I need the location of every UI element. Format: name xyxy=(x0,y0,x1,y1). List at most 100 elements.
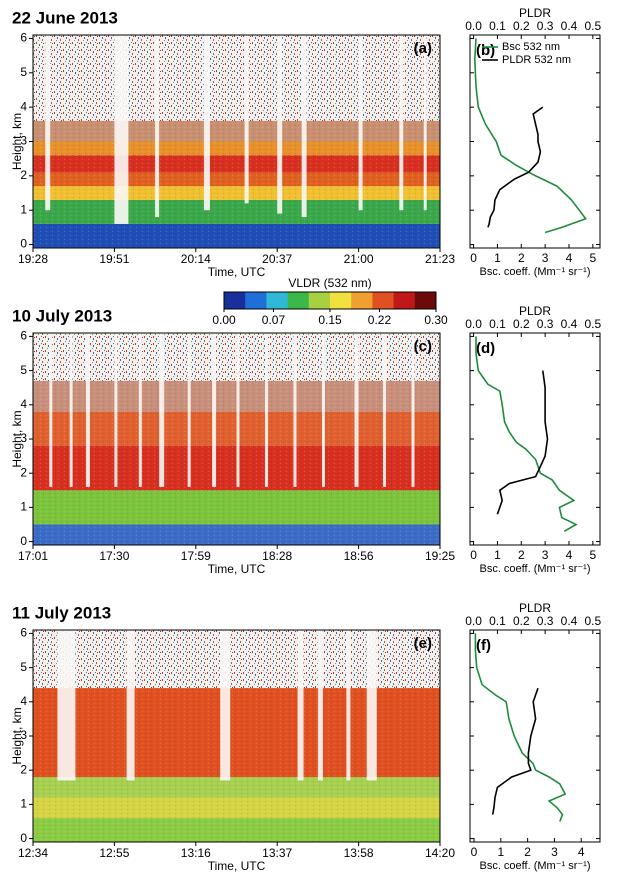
x2-tick-label: 0.5 xyxy=(585,317,602,331)
legend-label: Bsc 532 nm xyxy=(502,41,560,53)
x-tick-label: 17:01 xyxy=(18,549,48,563)
image-gap xyxy=(321,333,325,487)
image-gap xyxy=(358,35,363,211)
x-tick-label: 17:59 xyxy=(181,549,211,563)
x-tick-label: 12:34 xyxy=(18,846,48,860)
colorbar-cell xyxy=(372,292,395,309)
x-tick-label: 2 xyxy=(518,548,525,562)
x-axis-label: Bsc. coeff. (Mm⁻¹ sr⁻¹) xyxy=(479,563,590,575)
plot-frame xyxy=(469,629,601,843)
image-gap xyxy=(138,333,142,487)
image-gap xyxy=(317,630,323,781)
x2-tick-label: 0.0 xyxy=(465,614,482,628)
y-tick-label: 1 xyxy=(20,797,27,811)
x2-tick-label: 0.2 xyxy=(513,19,530,33)
image-gap xyxy=(49,333,53,487)
y-tick-label: 6 xyxy=(20,329,27,343)
x-tick-label: 1 xyxy=(497,845,504,859)
x-tick-label: 13:16 xyxy=(181,846,211,860)
colorbar-cell xyxy=(245,292,267,309)
y-tick-label: 5 xyxy=(20,65,27,79)
colorbar-cell xyxy=(287,292,310,309)
image-gap xyxy=(399,35,404,211)
x2-tick-label: 0.4 xyxy=(561,317,578,331)
x-axis-label: Time, UTC xyxy=(208,265,266,279)
y-tick-label: 2 xyxy=(20,762,27,776)
image-gap xyxy=(69,333,73,487)
x-tick-label: 18:28 xyxy=(262,549,292,563)
x-tick-label: 2 xyxy=(524,845,531,859)
colorbar-cell xyxy=(224,292,246,309)
panel-label: (d) xyxy=(476,340,495,357)
y-tick-label: 3 xyxy=(20,431,27,445)
x-tick-label: 2 xyxy=(518,251,525,265)
x2-tick-label: 0.1 xyxy=(489,19,506,33)
image-gap xyxy=(297,630,304,781)
image-gap xyxy=(366,630,377,781)
image-grain xyxy=(33,688,440,842)
x-tick-label: 20:37 xyxy=(262,252,292,266)
x-axis-label: Bsc. coeff. (Mm⁻¹ sr⁻¹) xyxy=(479,266,590,278)
x-tick-label: 5 xyxy=(590,251,597,265)
colorbar-cell xyxy=(330,292,352,309)
x2-axis-label: PLDR xyxy=(519,601,551,615)
colorbar-tick-label: 0.00 xyxy=(212,313,236,327)
profile-line xyxy=(496,370,549,515)
x-tick-label: 19:25 xyxy=(425,549,455,563)
y-tick-label: 0 xyxy=(20,237,27,251)
x-tick-label: 21:23 xyxy=(425,252,455,266)
image-gap xyxy=(126,630,135,781)
y-tick-label: 3 xyxy=(20,134,27,148)
x2-tick-label: 0.3 xyxy=(537,19,554,33)
x-tick-label: 1 xyxy=(494,548,501,562)
x-tick-label: 14:20 xyxy=(425,846,455,860)
y-tick-label: 0 xyxy=(20,831,27,845)
panel-title: 11 July 2013 xyxy=(12,603,111,622)
x2-tick-label: 0.5 xyxy=(585,19,602,33)
x-tick-label: 18:56 xyxy=(344,549,374,563)
legend-label: PLDR 532 nm xyxy=(502,54,571,66)
y-tick-label: 1 xyxy=(20,500,27,514)
image-gap xyxy=(293,333,297,487)
x-tick-label: 0 xyxy=(470,548,477,562)
colorbar-tick-label: 0.30 xyxy=(424,313,448,327)
x-axis-label: Time, UTC xyxy=(208,562,266,576)
x2-tick-label: 0.2 xyxy=(513,317,530,331)
y-axis-label: Height, km xyxy=(10,113,24,170)
colorbar-tick-label: 0.07 xyxy=(262,313,286,327)
x-tick-label: 3 xyxy=(542,548,549,562)
colorbar-cell xyxy=(414,292,437,309)
y-axis-label: Height, km xyxy=(10,410,24,467)
y-tick-label: 1 xyxy=(20,202,27,216)
x2-tick-label: 0.3 xyxy=(537,614,554,628)
image-gap xyxy=(264,333,268,487)
x-tick-label: 19:28 xyxy=(18,252,48,266)
y-tick-label: 5 xyxy=(20,660,27,674)
image-gap xyxy=(159,333,165,487)
x-tick-label: 4 xyxy=(578,845,585,859)
image-gap xyxy=(301,35,307,218)
image-gap xyxy=(220,630,231,781)
image-gap xyxy=(244,35,249,204)
x-tick-label: 13:37 xyxy=(262,846,292,860)
panel-label: (e) xyxy=(414,635,432,652)
image-gap xyxy=(346,630,351,781)
colorbar-cell xyxy=(266,292,289,309)
profile-line xyxy=(487,106,544,228)
image-gap xyxy=(423,35,427,211)
x-axis-label: Bsc. coeff. (Mm⁻¹ sr⁻¹) xyxy=(479,860,590,872)
x-tick-label: 1 xyxy=(494,251,501,265)
plot-frame xyxy=(469,332,601,546)
x2-tick-label: 0.3 xyxy=(537,317,554,331)
y-tick-label: 3 xyxy=(20,728,27,742)
image-gap xyxy=(85,333,90,487)
image-gap xyxy=(383,333,387,487)
x-tick-label: 20:14 xyxy=(181,252,211,266)
x2-axis-label: PLDR xyxy=(519,304,551,318)
image-gap xyxy=(236,333,240,487)
x2-tick-label: 0.0 xyxy=(465,317,482,331)
x2-tick-label: 0.1 xyxy=(489,614,506,628)
x-tick-label: 4 xyxy=(566,548,573,562)
x-tick-label: 17:30 xyxy=(99,549,129,563)
colorbar-tick-label: 0.22 xyxy=(368,313,392,327)
